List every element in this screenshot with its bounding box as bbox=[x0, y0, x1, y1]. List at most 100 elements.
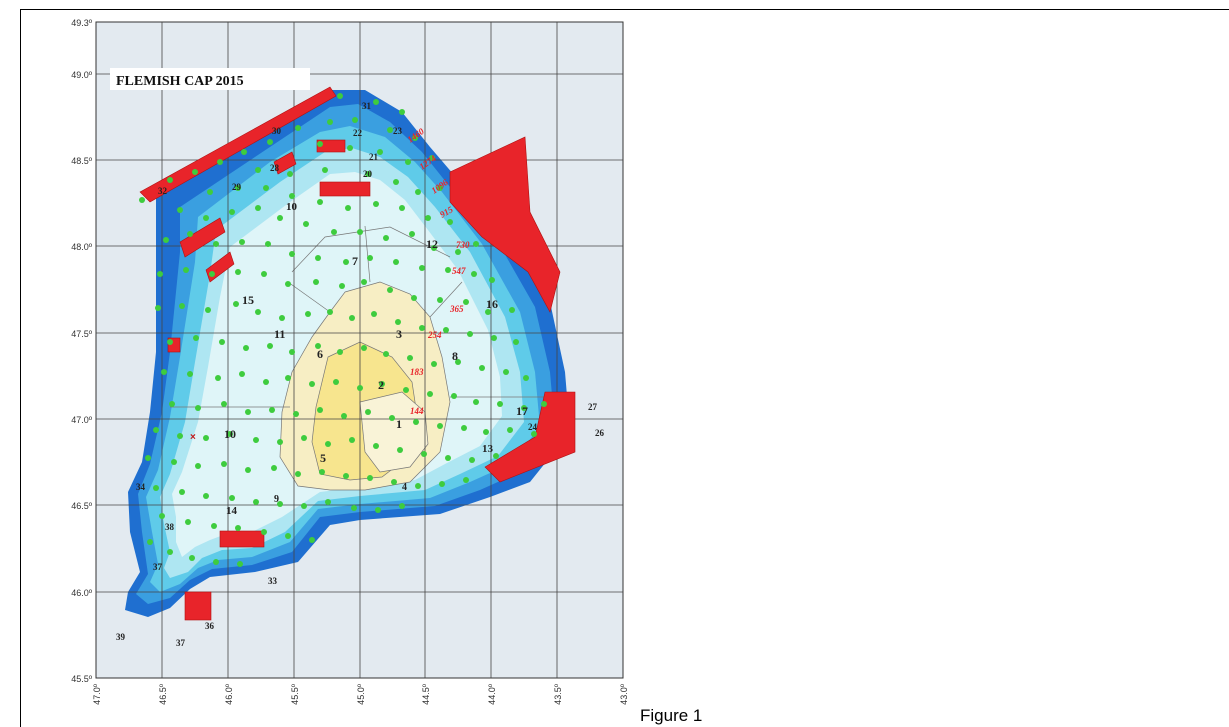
station-point bbox=[403, 387, 409, 393]
station-point bbox=[351, 505, 357, 511]
station-point bbox=[361, 279, 367, 285]
map-title: FLEMISH CAP 2015 bbox=[116, 74, 244, 89]
station-point bbox=[221, 461, 227, 467]
station-point bbox=[455, 249, 461, 255]
station-point bbox=[425, 215, 431, 221]
station-point bbox=[285, 375, 291, 381]
lat-label: 46.0º bbox=[71, 588, 93, 598]
station-point bbox=[253, 499, 259, 505]
station-point bbox=[339, 283, 345, 289]
station-point bbox=[337, 349, 343, 355]
closed-area-small-north bbox=[316, 139, 346, 153]
lon-label: 43.5º bbox=[553, 683, 563, 705]
station-point bbox=[261, 529, 267, 535]
station-point bbox=[455, 359, 461, 365]
stratum-label: 12 bbox=[426, 237, 438, 251]
station-point bbox=[193, 335, 199, 341]
station-point bbox=[463, 477, 469, 483]
station-point bbox=[215, 375, 221, 381]
station-point bbox=[267, 139, 273, 145]
station-point bbox=[277, 215, 283, 221]
station-point bbox=[341, 413, 347, 419]
depth-label: 365 bbox=[449, 304, 464, 314]
station-point bbox=[239, 239, 245, 245]
station-point bbox=[429, 155, 435, 161]
station-point bbox=[209, 271, 215, 277]
station-point bbox=[365, 171, 371, 177]
depth-label: 183 bbox=[410, 367, 424, 377]
figure-frame bbox=[20, 9, 1229, 727]
station-point bbox=[205, 307, 211, 313]
station-point bbox=[229, 209, 235, 215]
station-point bbox=[373, 201, 379, 207]
lon-label: 45.5º bbox=[290, 683, 300, 705]
station-point bbox=[235, 269, 241, 275]
map-title-box bbox=[110, 68, 310, 90]
lat-label: 48.5º bbox=[71, 156, 93, 166]
station-point bbox=[317, 407, 323, 413]
stratum-label: 6 bbox=[317, 347, 323, 361]
station-point bbox=[305, 311, 311, 317]
station-point bbox=[237, 561, 243, 567]
station-point bbox=[387, 287, 393, 293]
station-point bbox=[473, 241, 479, 247]
station-point bbox=[179, 303, 185, 309]
station-point bbox=[421, 451, 427, 457]
station-point bbox=[221, 401, 227, 407]
station-point bbox=[412, 135, 418, 141]
station-point bbox=[491, 335, 497, 341]
station-point bbox=[523, 375, 529, 381]
station-point bbox=[503, 369, 509, 375]
station-point bbox=[489, 277, 495, 283]
lat-label: 49.3º bbox=[71, 18, 93, 28]
station-point bbox=[195, 463, 201, 469]
station-point bbox=[325, 499, 331, 505]
lon-label: 46.5º bbox=[158, 683, 168, 705]
station-point bbox=[325, 441, 331, 447]
station-point bbox=[439, 481, 445, 487]
stratum-label: 37 bbox=[176, 638, 186, 648]
station-point bbox=[219, 339, 225, 345]
station-point bbox=[185, 519, 191, 525]
station-point bbox=[409, 231, 415, 237]
lat-label: 47.5º bbox=[71, 329, 93, 339]
stratum-label: 14 bbox=[226, 505, 238, 517]
stratum-label: 32 bbox=[158, 186, 168, 196]
station-point bbox=[469, 457, 475, 463]
station-point bbox=[447, 219, 453, 225]
station-point bbox=[352, 117, 358, 123]
lat-axis-labels: 49.3º 49.0º 48.5º 48.0º 47.5º 47.0º 46.5… bbox=[71, 18, 93, 684]
station-point bbox=[217, 159, 223, 165]
stratum-label: 37 bbox=[153, 562, 163, 572]
station-point bbox=[371, 311, 377, 317]
station-points bbox=[139, 93, 547, 567]
station-point bbox=[145, 455, 151, 461]
station-point bbox=[437, 423, 443, 429]
lon-label: 46.0º bbox=[224, 683, 234, 705]
station-point bbox=[343, 473, 349, 479]
station-point bbox=[349, 315, 355, 321]
lat-label: 46.5º bbox=[71, 501, 93, 511]
station-point bbox=[361, 345, 367, 351]
station-point bbox=[317, 141, 323, 147]
station-point bbox=[349, 437, 355, 443]
station-point bbox=[169, 401, 175, 407]
station-point bbox=[271, 465, 277, 471]
station-point bbox=[343, 259, 349, 265]
stratum-label: 23 bbox=[393, 126, 403, 136]
station-point bbox=[241, 149, 247, 155]
lon-label: 43.0º bbox=[619, 683, 629, 705]
station-point bbox=[235, 185, 241, 191]
station-point bbox=[279, 315, 285, 321]
station-point bbox=[437, 185, 443, 191]
station-point bbox=[419, 325, 425, 331]
station-point bbox=[365, 409, 371, 415]
station-point bbox=[415, 189, 421, 195]
station-point bbox=[161, 369, 167, 375]
station-point bbox=[373, 443, 379, 449]
station-point bbox=[309, 537, 315, 543]
station-point bbox=[245, 467, 251, 473]
stratum-label: 24 bbox=[528, 422, 538, 432]
lat-label: 48.0º bbox=[71, 242, 93, 252]
stratum-label: 33 bbox=[268, 576, 278, 586]
